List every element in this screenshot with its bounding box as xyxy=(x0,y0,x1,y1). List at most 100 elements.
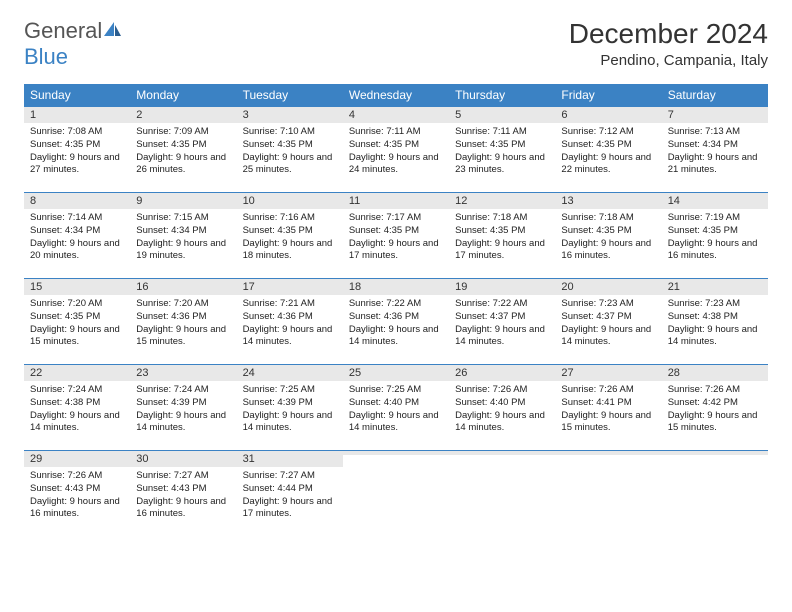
day-number: 23 xyxy=(130,365,236,381)
day-details: Sunrise: 7:25 AMSunset: 4:40 PMDaylight:… xyxy=(343,381,449,441)
calendar-day-cell: 9Sunrise: 7:15 AMSunset: 4:34 PMDaylight… xyxy=(130,193,236,279)
daylight-text: Daylight: 9 hours and 20 minutes. xyxy=(30,238,124,264)
sunset-text: Sunset: 4:39 PM xyxy=(136,397,230,410)
day-number: 30 xyxy=(130,451,236,467)
calendar-day-cell: 14Sunrise: 7:19 AMSunset: 4:35 PMDayligh… xyxy=(662,193,768,279)
daylight-text: Daylight: 9 hours and 22 minutes. xyxy=(561,152,655,178)
day-details: Sunrise: 7:09 AMSunset: 4:35 PMDaylight:… xyxy=(130,123,236,183)
sunrise-text: Sunrise: 7:26 AM xyxy=(30,470,124,483)
day-number: 17 xyxy=(237,279,343,295)
weekday-header: Sunday xyxy=(24,84,130,107)
sunrise-text: Sunrise: 7:25 AM xyxy=(349,384,443,397)
brand-name-gray: General xyxy=(24,18,102,43)
day-number: 18 xyxy=(343,279,449,295)
calendar-day-cell: 27Sunrise: 7:26 AMSunset: 4:41 PMDayligh… xyxy=(555,365,661,451)
daylight-text: Daylight: 9 hours and 15 minutes. xyxy=(136,324,230,350)
day-number: 15 xyxy=(24,279,130,295)
day-number: 19 xyxy=(449,279,555,295)
day-details: Sunrise: 7:14 AMSunset: 4:34 PMDaylight:… xyxy=(24,209,130,269)
calendar-week-row: 8Sunrise: 7:14 AMSunset: 4:34 PMDaylight… xyxy=(24,193,768,279)
sunrise-text: Sunrise: 7:26 AM xyxy=(668,384,762,397)
sunrise-text: Sunrise: 7:12 AM xyxy=(561,126,655,139)
calendar-day-cell: 11Sunrise: 7:17 AMSunset: 4:35 PMDayligh… xyxy=(343,193,449,279)
calendar-day-cell xyxy=(449,451,555,537)
daylight-text: Daylight: 9 hours and 16 minutes. xyxy=(30,496,124,522)
sunset-text: Sunset: 4:43 PM xyxy=(30,483,124,496)
day-details: Sunrise: 7:08 AMSunset: 4:35 PMDaylight:… xyxy=(24,123,130,183)
daylight-text: Daylight: 9 hours and 14 minutes. xyxy=(243,410,337,436)
sunrise-text: Sunrise: 7:15 AM xyxy=(136,212,230,225)
sunset-text: Sunset: 4:35 PM xyxy=(668,225,762,238)
sunset-text: Sunset: 4:36 PM xyxy=(243,311,337,324)
sunrise-text: Sunrise: 7:16 AM xyxy=(243,212,337,225)
calendar-day-cell: 3Sunrise: 7:10 AMSunset: 4:35 PMDaylight… xyxy=(237,107,343,193)
calendar-week-row: 22Sunrise: 7:24 AMSunset: 4:38 PMDayligh… xyxy=(24,365,768,451)
sunrise-text: Sunrise: 7:14 AM xyxy=(30,212,124,225)
day-number: 12 xyxy=(449,193,555,209)
calendar-day-cell: 20Sunrise: 7:23 AMSunset: 4:37 PMDayligh… xyxy=(555,279,661,365)
weekday-header: Friday xyxy=(555,84,661,107)
day-number: 26 xyxy=(449,365,555,381)
sunset-text: Sunset: 4:38 PM xyxy=(30,397,124,410)
sunrise-text: Sunrise: 7:26 AM xyxy=(561,384,655,397)
sunrise-text: Sunrise: 7:27 AM xyxy=(136,470,230,483)
sunrise-text: Sunrise: 7:20 AM xyxy=(136,298,230,311)
header: GeneralBlue December 2024 Pendino, Campa… xyxy=(24,18,768,70)
calendar-day-cell: 18Sunrise: 7:22 AMSunset: 4:36 PMDayligh… xyxy=(343,279,449,365)
daylight-text: Daylight: 9 hours and 14 minutes. xyxy=(136,410,230,436)
calendar-day-cell: 10Sunrise: 7:16 AMSunset: 4:35 PMDayligh… xyxy=(237,193,343,279)
day-details: Sunrise: 7:19 AMSunset: 4:35 PMDaylight:… xyxy=(662,209,768,269)
sunset-text: Sunset: 4:36 PM xyxy=(136,311,230,324)
sunrise-text: Sunrise: 7:11 AM xyxy=(455,126,549,139)
sunrise-text: Sunrise: 7:22 AM xyxy=(349,298,443,311)
calendar-table: Sunday Monday Tuesday Wednesday Thursday… xyxy=(24,84,768,537)
sunrise-text: Sunrise: 7:19 AM xyxy=(668,212,762,225)
sunset-text: Sunset: 4:42 PM xyxy=(668,397,762,410)
calendar-day-cell: 25Sunrise: 7:25 AMSunset: 4:40 PMDayligh… xyxy=(343,365,449,451)
day-number: 9 xyxy=(130,193,236,209)
day-details: Sunrise: 7:12 AMSunset: 4:35 PMDaylight:… xyxy=(555,123,661,183)
calendar-day-cell: 8Sunrise: 7:14 AMSunset: 4:34 PMDaylight… xyxy=(24,193,130,279)
sunrise-text: Sunrise: 7:17 AM xyxy=(349,212,443,225)
title-block: December 2024 Pendino, Campania, Italy xyxy=(569,18,768,69)
day-details: Sunrise: 7:11 AMSunset: 4:35 PMDaylight:… xyxy=(449,123,555,183)
calendar-day-cell: 29Sunrise: 7:26 AMSunset: 4:43 PMDayligh… xyxy=(24,451,130,537)
day-details xyxy=(343,455,449,464)
calendar-day-cell: 17Sunrise: 7:21 AMSunset: 4:36 PMDayligh… xyxy=(237,279,343,365)
calendar-day-cell: 7Sunrise: 7:13 AMSunset: 4:34 PMDaylight… xyxy=(662,107,768,193)
daylight-text: Daylight: 9 hours and 16 minutes. xyxy=(136,496,230,522)
daylight-text: Daylight: 9 hours and 17 minutes. xyxy=(243,496,337,522)
day-details: Sunrise: 7:22 AMSunset: 4:37 PMDaylight:… xyxy=(449,295,555,355)
day-details: Sunrise: 7:23 AMSunset: 4:37 PMDaylight:… xyxy=(555,295,661,355)
daylight-text: Daylight: 9 hours and 17 minutes. xyxy=(455,238,549,264)
sunrise-text: Sunrise: 7:20 AM xyxy=(30,298,124,311)
day-number: 28 xyxy=(662,365,768,381)
sail-icon xyxy=(102,18,122,44)
sunset-text: Sunset: 4:35 PM xyxy=(349,139,443,152)
day-number: 22 xyxy=(24,365,130,381)
sunset-text: Sunset: 4:34 PM xyxy=(668,139,762,152)
day-number: 2 xyxy=(130,107,236,123)
day-number: 20 xyxy=(555,279,661,295)
daylight-text: Daylight: 9 hours and 15 minutes. xyxy=(30,324,124,350)
daylight-text: Daylight: 9 hours and 14 minutes. xyxy=(349,410,443,436)
sunrise-text: Sunrise: 7:26 AM xyxy=(455,384,549,397)
day-details: Sunrise: 7:26 AMSunset: 4:40 PMDaylight:… xyxy=(449,381,555,441)
daylight-text: Daylight: 9 hours and 24 minutes. xyxy=(349,152,443,178)
day-number: 24 xyxy=(237,365,343,381)
calendar-day-cell: 2Sunrise: 7:09 AMSunset: 4:35 PMDaylight… xyxy=(130,107,236,193)
daylight-text: Daylight: 9 hours and 21 minutes. xyxy=(668,152,762,178)
day-number: 5 xyxy=(449,107,555,123)
day-details: Sunrise: 7:25 AMSunset: 4:39 PMDaylight:… xyxy=(237,381,343,441)
sunset-text: Sunset: 4:35 PM xyxy=(136,139,230,152)
sunset-text: Sunset: 4:35 PM xyxy=(30,311,124,324)
day-number: 21 xyxy=(662,279,768,295)
calendar-day-cell xyxy=(662,451,768,537)
day-number: 11 xyxy=(343,193,449,209)
day-details: Sunrise: 7:24 AMSunset: 4:39 PMDaylight:… xyxy=(130,381,236,441)
sunrise-text: Sunrise: 7:18 AM xyxy=(561,212,655,225)
sunrise-text: Sunrise: 7:23 AM xyxy=(561,298,655,311)
calendar-week-row: 1Sunrise: 7:08 AMSunset: 4:35 PMDaylight… xyxy=(24,107,768,193)
weekday-header: Saturday xyxy=(662,84,768,107)
sunset-text: Sunset: 4:43 PM xyxy=(136,483,230,496)
